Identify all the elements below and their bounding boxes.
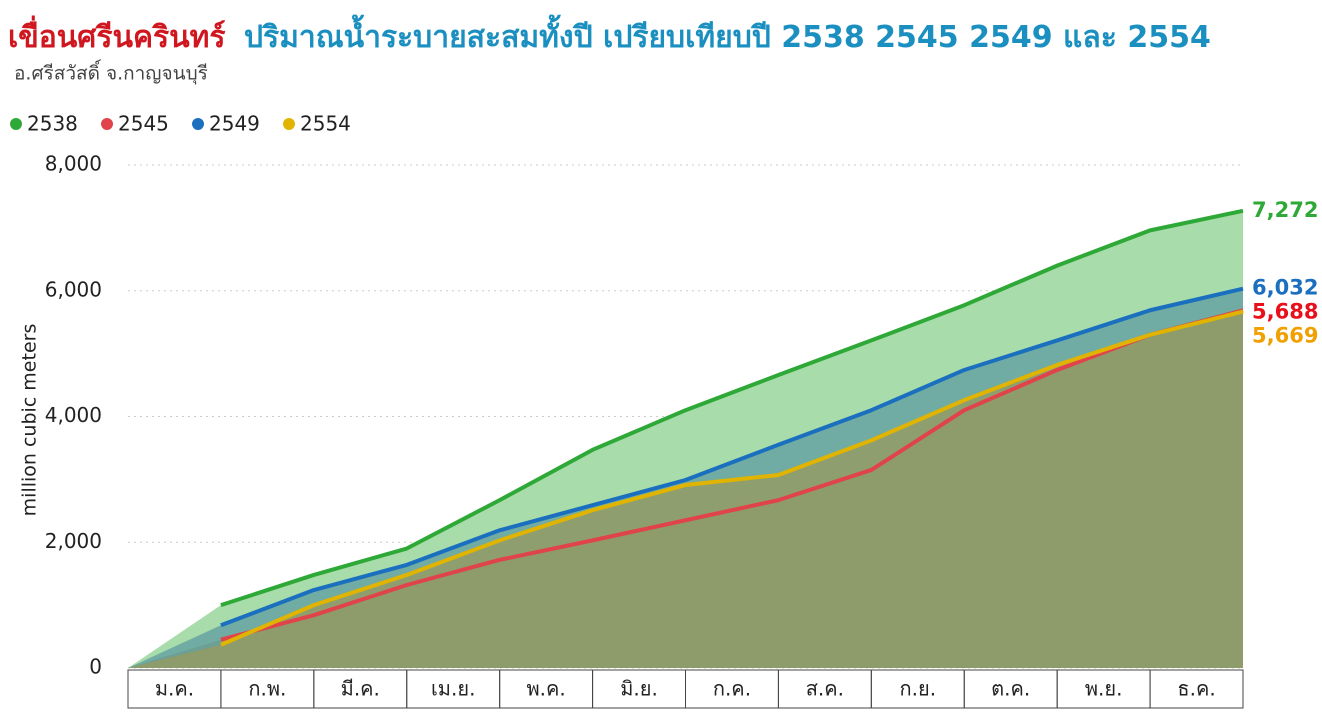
line xyxy=(220,208,1244,608)
x-tick-label: เม.ย. xyxy=(431,677,475,701)
x-tick-label: ม.ค. xyxy=(155,677,194,701)
value-label: 5,669 xyxy=(1252,324,1318,348)
legend-label: 2554 xyxy=(300,112,351,136)
x-tick-label: ก.ย. xyxy=(900,677,937,701)
areas xyxy=(128,210,1243,668)
x-tick-label: ส.ค. xyxy=(806,677,844,701)
y-axis-label: million cubic meters xyxy=(19,324,41,517)
line xyxy=(220,308,1244,642)
legend: 2538 2545 2549 2554 xyxy=(10,112,351,136)
legend-label: 2549 xyxy=(209,112,260,136)
x-tick-label: ก.ค. xyxy=(713,677,751,701)
value-label: 6,032 xyxy=(1252,276,1318,300)
y-tick-label: 0 xyxy=(89,655,102,679)
value-label: 7,272 xyxy=(1252,198,1318,222)
legend-marker xyxy=(192,118,204,130)
x-tick-label: มี.ค. xyxy=(341,677,380,701)
line xyxy=(220,286,1244,628)
x-category-box xyxy=(1149,669,1244,709)
legend-marker xyxy=(101,118,113,130)
y-tick-label: 8,000 xyxy=(45,152,102,176)
line xyxy=(220,309,1244,647)
x-tick-label: ธ.ค. xyxy=(1177,677,1215,701)
legend-label: 2545 xyxy=(118,112,169,136)
x-tick-label: พ.ย. xyxy=(1085,677,1123,701)
value-label: 5,688 xyxy=(1252,300,1318,324)
y-tick-label: 2,000 xyxy=(45,529,102,553)
legend-marker xyxy=(10,118,22,130)
title-rest: ปริมาณน้ำระบายสะสมทั้งปี เปรียบเทียบปี 2… xyxy=(244,14,1211,55)
x-tick-label: ต.ค. xyxy=(991,677,1030,701)
x-tick-label: พ.ค. xyxy=(526,677,565,701)
title-main: เขื่อนศรีนครินทร์ xyxy=(8,15,226,55)
subtitle: อ.ศรีสวัสดิ์ จ.กาญจนบุรี xyxy=(14,59,208,86)
x-tick-label: ก.พ. xyxy=(248,677,286,701)
lines xyxy=(220,208,1244,647)
y-tick-label: 6,000 xyxy=(45,277,102,301)
legend-label: 2538 xyxy=(27,112,78,136)
x-tick-label: มิ.ย. xyxy=(620,677,658,701)
legend-marker xyxy=(283,118,295,130)
chart-title: เขื่อนศรีนครินทร์ ปริมาณน้ำระบายสะสมทั้ง… xyxy=(8,14,1211,55)
y-tick-label: 4,000 xyxy=(45,403,102,427)
